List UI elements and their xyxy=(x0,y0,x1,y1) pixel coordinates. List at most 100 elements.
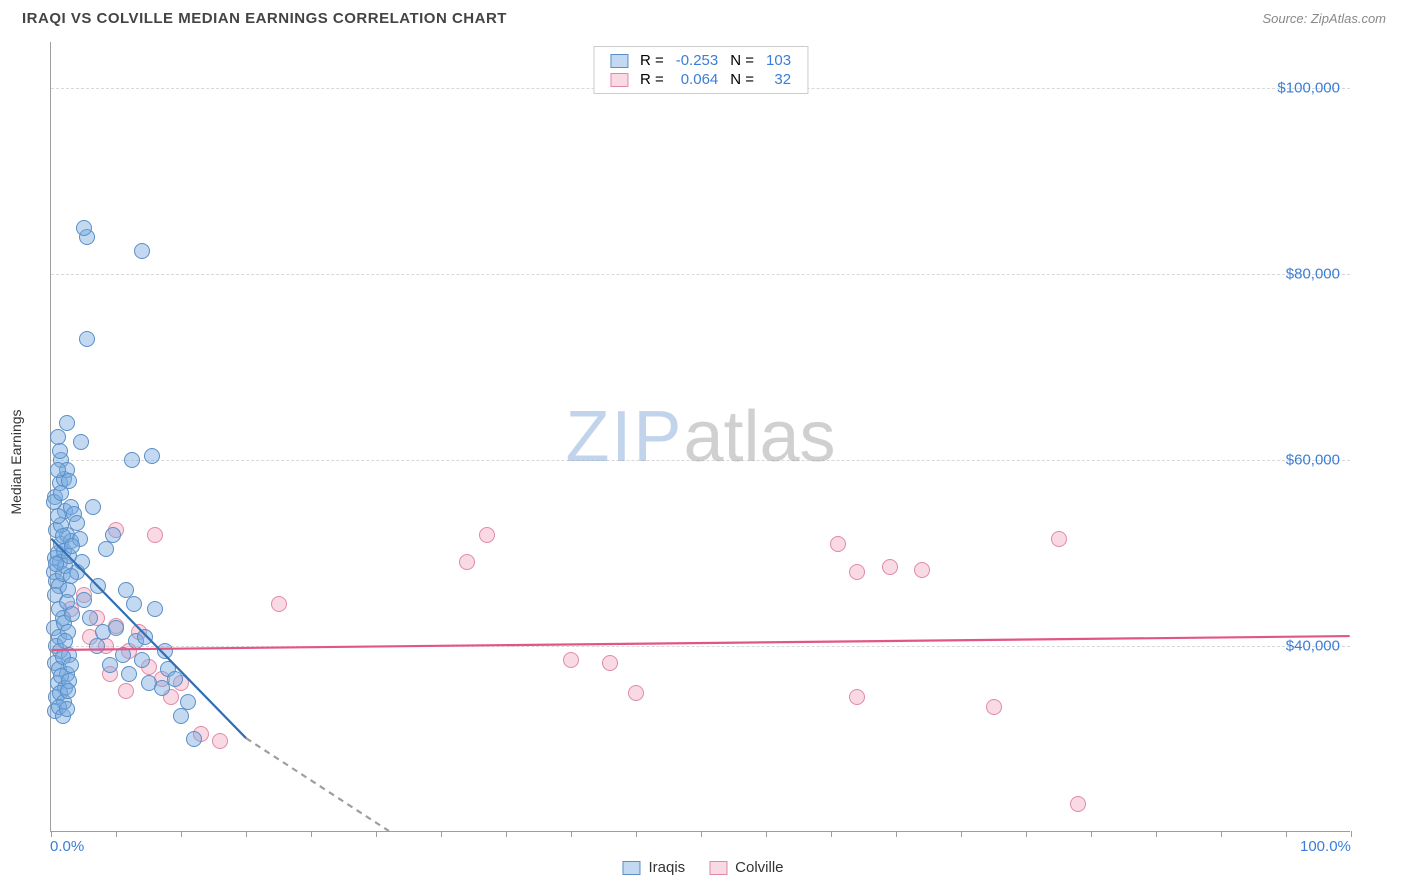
r-value-colville: 0.064 xyxy=(670,70,725,89)
scatter-point-colville xyxy=(602,655,618,671)
scatter-point-iraqis xyxy=(134,652,150,668)
x-tick xyxy=(506,831,507,837)
scatter-point-iraqis xyxy=(63,568,79,584)
scatter-point-iraqis xyxy=(173,708,189,724)
x-tick xyxy=(51,831,52,837)
x-tick xyxy=(311,831,312,837)
x-tick xyxy=(1351,831,1352,837)
scatter-point-colville xyxy=(118,683,134,699)
scatter-point-colville xyxy=(849,689,865,705)
scatter-point-iraqis xyxy=(79,331,95,347)
swatch-colville-icon xyxy=(610,73,628,87)
scatter-point-iraqis xyxy=(89,638,105,654)
scatter-point-colville xyxy=(479,527,495,543)
x-tick xyxy=(831,831,832,837)
scatter-point-colville xyxy=(1051,531,1067,547)
x-tick xyxy=(636,831,637,837)
x-tick xyxy=(701,831,702,837)
chart-source: Source: ZipAtlas.com xyxy=(1262,11,1386,26)
legend-item-iraqis: Iraqis xyxy=(622,859,685,876)
scatter-point-iraqis xyxy=(76,592,92,608)
scatter-point-colville xyxy=(914,562,930,578)
legend-label-iraqis: Iraqis xyxy=(648,859,685,876)
x-tick xyxy=(376,831,377,837)
scatter-point-iraqis xyxy=(82,610,98,626)
scatter-point-iraqis xyxy=(74,554,90,570)
swatch-iraqis-icon xyxy=(610,54,628,68)
scatter-point-iraqis xyxy=(121,666,137,682)
r-label: R = xyxy=(634,51,670,70)
scatter-point-colville xyxy=(1070,796,1086,812)
swatch-iraqis-icon xyxy=(622,861,640,875)
scatter-point-iraqis xyxy=(108,620,124,636)
watermark-part1: ZIP xyxy=(565,397,683,477)
chart-header: IRAQI VS COLVILLE MEDIAN EARNINGS CORREL… xyxy=(0,0,1406,33)
x-tick xyxy=(1286,831,1287,837)
scatter-point-iraqis xyxy=(115,647,131,663)
gridline xyxy=(51,274,1350,275)
n-value-colville: 32 xyxy=(760,70,797,89)
x-tick xyxy=(896,831,897,837)
x-tick xyxy=(1091,831,1092,837)
legend-item-colville: Colville xyxy=(709,859,783,876)
y-tick-label: $80,000 xyxy=(1286,266,1340,283)
scatter-point-colville xyxy=(147,527,163,543)
scatter-point-iraqis xyxy=(144,448,160,464)
legend-row-iraqis: R = -0.253 N = 103 xyxy=(604,51,797,70)
scatter-point-iraqis xyxy=(98,541,114,557)
n-label: N = xyxy=(724,70,760,89)
x-tick xyxy=(766,831,767,837)
scatter-point-iraqis xyxy=(147,601,163,617)
trend-lines xyxy=(51,42,1350,831)
scatter-point-iraqis xyxy=(137,629,153,645)
watermark: ZIPatlas xyxy=(565,396,835,478)
correlation-legend: R = -0.253 N = 103 R = 0.064 N = 32 xyxy=(593,46,808,94)
scatter-point-iraqis xyxy=(52,443,68,459)
x-tick xyxy=(181,831,182,837)
scatter-point-iraqis xyxy=(50,508,66,524)
x-tick xyxy=(1026,831,1027,837)
plot-region: ZIPatlas R = -0.253 N = 103 R = 0.064 N … xyxy=(50,42,1350,832)
gridline xyxy=(51,646,1350,647)
chart-title: IRAQI VS COLVILLE MEDIAN EARNINGS CORREL… xyxy=(22,10,507,27)
n-label: N = xyxy=(724,51,760,70)
x-tick xyxy=(441,831,442,837)
swatch-colville-icon xyxy=(709,861,727,875)
x-tick xyxy=(246,831,247,837)
scatter-point-iraqis xyxy=(59,701,75,717)
n-value-iraqis: 103 xyxy=(760,51,797,70)
scatter-point-iraqis xyxy=(90,578,106,594)
scatter-point-iraqis xyxy=(59,415,75,431)
x-tick xyxy=(116,831,117,837)
scatter-point-iraqis xyxy=(76,220,92,236)
scatter-point-iraqis xyxy=(134,243,150,259)
scatter-point-iraqis xyxy=(186,731,202,747)
x-tick xyxy=(1156,831,1157,837)
scatter-point-colville xyxy=(628,685,644,701)
legend-row-colville: R = 0.064 N = 32 xyxy=(604,70,797,89)
r-value-iraqis: -0.253 xyxy=(670,51,725,70)
y-axis-label: Median Earnings xyxy=(8,409,24,514)
scatter-point-iraqis xyxy=(73,434,89,450)
scatter-point-iraqis xyxy=(180,694,196,710)
y-tick-label: $40,000 xyxy=(1286,638,1340,655)
scatter-point-iraqis xyxy=(126,596,142,612)
scatter-point-colville xyxy=(830,536,846,552)
x-axis-max-label: 100.0% xyxy=(1300,838,1351,855)
scatter-point-colville xyxy=(882,559,898,575)
scatter-point-iraqis xyxy=(157,643,173,659)
scatter-point-iraqis xyxy=(64,606,80,622)
y-tick-label: $60,000 xyxy=(1286,452,1340,469)
scatter-point-iraqis xyxy=(85,499,101,515)
scatter-point-iraqis xyxy=(69,515,85,531)
scatter-point-iraqis xyxy=(64,538,80,554)
scatter-point-colville xyxy=(563,652,579,668)
scatter-point-colville xyxy=(212,733,228,749)
scatter-point-iraqis xyxy=(61,473,77,489)
x-tick xyxy=(1221,831,1222,837)
x-tick xyxy=(961,831,962,837)
x-axis-min-label: 0.0% xyxy=(50,838,84,855)
scatter-point-colville xyxy=(459,554,475,570)
scatter-point-iraqis xyxy=(124,452,140,468)
scatter-point-colville xyxy=(986,699,1002,715)
